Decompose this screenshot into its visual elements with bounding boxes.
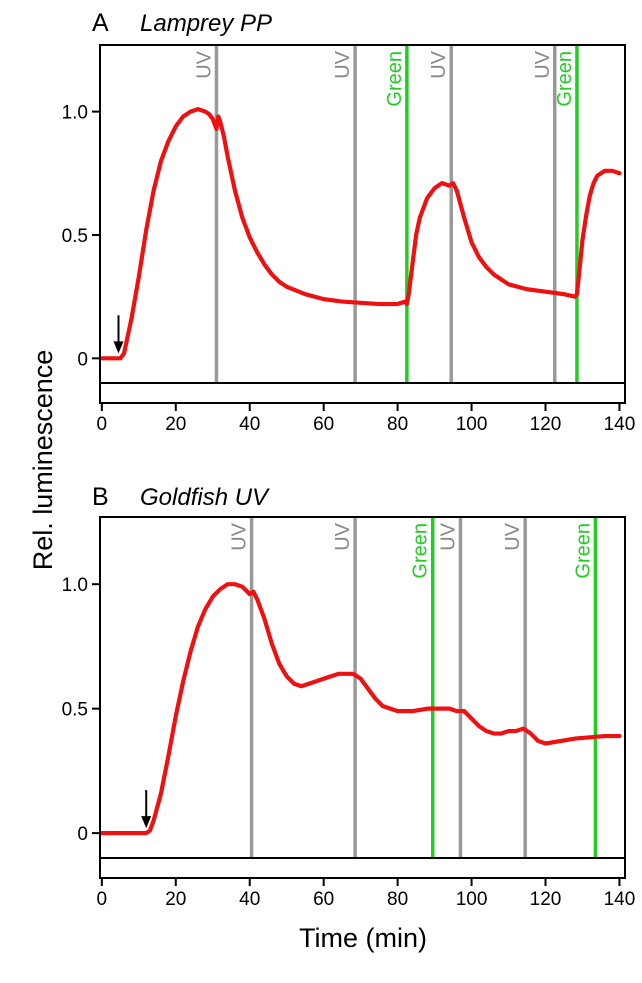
x-tick-label: 20 <box>165 889 186 910</box>
y-tick-label: 1.0 <box>62 575 88 596</box>
x-tick-label: 0 <box>97 889 108 910</box>
onset-arrow-head <box>141 816 152 829</box>
panel-title: Goldfish UV <box>140 484 270 511</box>
x-tick-label: 80 <box>387 889 408 910</box>
x-tick-label: 120 <box>530 889 562 910</box>
x-tick-label: 120 <box>530 414 562 435</box>
panel-letter: B <box>92 483 109 511</box>
stimulus-label-uv: UV <box>229 522 251 550</box>
luminescence-trace <box>99 582 622 836</box>
x-tick-label: 140 <box>604 889 636 910</box>
stimulus-label-uv: UV <box>332 50 354 78</box>
x-tick-label: 100 <box>456 889 488 910</box>
x-tick-label: 40 <box>239 414 260 435</box>
plot-frame <box>99 516 626 859</box>
x-axis-line <box>99 383 626 404</box>
y-tick-label: 0.5 <box>62 700 88 721</box>
y-tick-label: 0.5 <box>62 226 88 247</box>
stimulus-label-uv: UV <box>502 522 524 550</box>
stimulus-label-green: Green <box>384 51 406 107</box>
x-tick-label: 80 <box>387 414 408 435</box>
stimulus-label-uv: UV <box>193 50 215 78</box>
panel-letter: A <box>92 9 109 37</box>
x-tick-label: 60 <box>313 889 334 910</box>
y-tick-label: 1.0 <box>62 103 88 124</box>
x-tick-label: 60 <box>313 414 334 435</box>
x-axis-line <box>99 858 626 879</box>
y-axis-title: Rel. luminescence <box>28 350 58 571</box>
stimulus-label-green: Green <box>572 523 594 579</box>
stimulus-label-uv: UV <box>532 50 554 78</box>
y-tick-label: 0 <box>77 349 88 370</box>
x-axis-title: Time (min) <box>299 923 427 953</box>
x-tick-label: 100 <box>456 414 488 435</box>
panel-title: Lamprey PP <box>140 10 272 37</box>
x-tick-label: 20 <box>165 414 186 435</box>
x-tick-label: 40 <box>239 889 260 910</box>
onset-arrow-head <box>113 341 124 354</box>
stimulus-label-uv: UV <box>332 522 354 550</box>
luminescence-trace <box>99 107 622 361</box>
y-tick-label: 0 <box>77 824 88 845</box>
stimulus-label-green: Green <box>410 523 432 579</box>
x-tick-label: 140 <box>604 414 636 435</box>
x-tick-label: 0 <box>97 414 108 435</box>
stimulus-label-uv: UV <box>428 50 450 78</box>
plot-frame <box>99 44 626 384</box>
stimulus-label-uv: UV <box>437 522 459 550</box>
stimulus-label-green: Green <box>554 51 576 107</box>
